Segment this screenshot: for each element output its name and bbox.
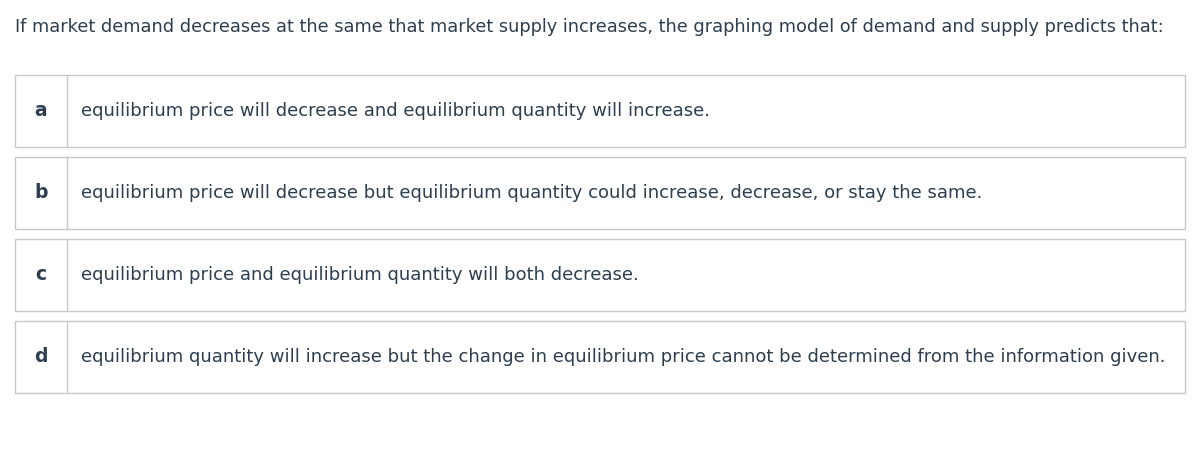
Text: c: c	[36, 266, 47, 285]
Text: equilibrium price will decrease but equilibrium quantity could increase, decreas: equilibrium price will decrease but equi…	[82, 184, 983, 202]
Text: equilibrium quantity will increase but the change in equilibrium price cannot be: equilibrium quantity will increase but t…	[82, 348, 1165, 366]
Text: equilibrium price will decrease and equilibrium quantity will increase.: equilibrium price will decrease and equi…	[82, 102, 710, 120]
Bar	[14, 75, 1186, 147]
Bar	[14, 239, 1186, 311]
Bar	[14, 157, 1186, 229]
Text: equilibrium price and equilibrium quantity will both decrease.: equilibrium price and equilibrium quanti…	[82, 266, 638, 284]
Bar	[14, 321, 1186, 393]
Text: d: d	[35, 347, 48, 367]
Text: b: b	[35, 184, 48, 202]
Text: a: a	[35, 101, 47, 121]
Text: If market demand decreases at the same that market supply increases, the graphin: If market demand decreases at the same t…	[14, 18, 1164, 36]
